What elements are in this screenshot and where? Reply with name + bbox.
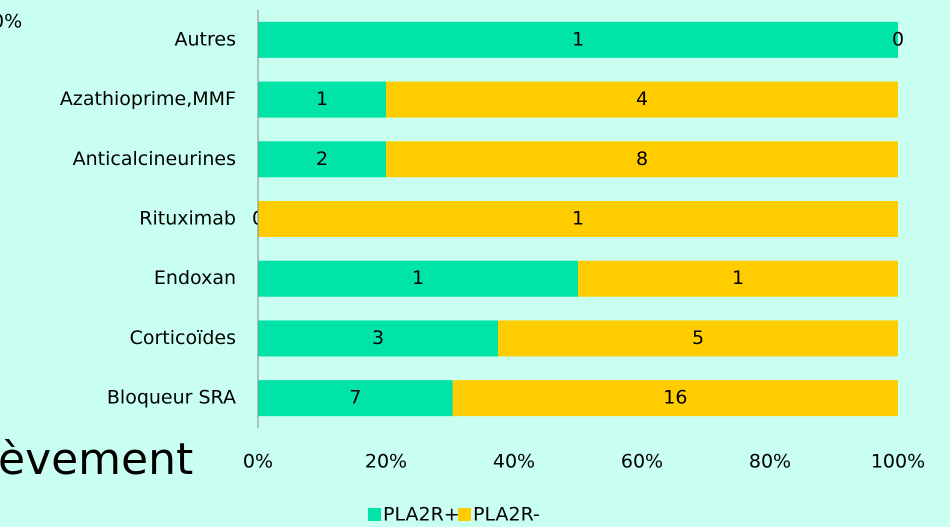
annotation: èvement (0, 434, 193, 485)
y-tick-label: Azathioprime,MMF (60, 88, 236, 110)
bar-segment (258, 201, 898, 237)
data-label: 8 (636, 148, 648, 170)
data-label: 1 (732, 267, 744, 289)
y-tick-label: Corticoïdes (130, 327, 236, 349)
data-label: 1 (412, 267, 424, 289)
bar-segment (258, 380, 453, 417)
data-label: 1 (572, 208, 584, 230)
data-label: 1 (316, 88, 328, 110)
bar-segment (258, 81, 386, 118)
bar-segment (258, 141, 386, 178)
x-tick-label: 60% (621, 451, 663, 473)
y-tick-label: Endoxan (154, 267, 236, 289)
annotation: 0% (0, 11, 22, 33)
bar-segment (258, 21, 898, 58)
x-tick-label: 100% (871, 451, 925, 473)
x-tick-label: 40% (493, 451, 535, 473)
bar-segment (498, 320, 898, 357)
legend-swatch (368, 508, 381, 521)
legend-label: PLA2R+ (383, 504, 460, 526)
bar-segment (452, 380, 898, 417)
legend-label: PLA2R- (473, 504, 540, 526)
data-label: 2 (316, 148, 328, 170)
data-label: 5 (692, 327, 704, 349)
data-label: 4 (636, 88, 648, 110)
x-tick-label: 20% (365, 451, 407, 473)
x-tick-label: 80% (749, 451, 791, 473)
data-label: 7 (349, 387, 361, 409)
bar-segment (258, 320, 498, 357)
bar-segment (578, 260, 898, 297)
legend-swatch (458, 508, 471, 521)
y-tick-label: Anticalcineurines (73, 148, 236, 170)
data-label: 1 (572, 28, 584, 50)
bar-segment (258, 260, 578, 297)
bar-segment (386, 81, 898, 118)
y-tick-label: Rituximab (139, 208, 236, 230)
y-tick-label: Bloqueur SRA (107, 387, 236, 409)
y-tick-label: Autres (175, 28, 236, 50)
data-label: 16 (663, 387, 687, 409)
bar-segment (386, 141, 898, 178)
data-label: 3 (372, 327, 384, 349)
x-tick-label: 0% (243, 451, 273, 473)
data-label: 0 (892, 28, 904, 50)
